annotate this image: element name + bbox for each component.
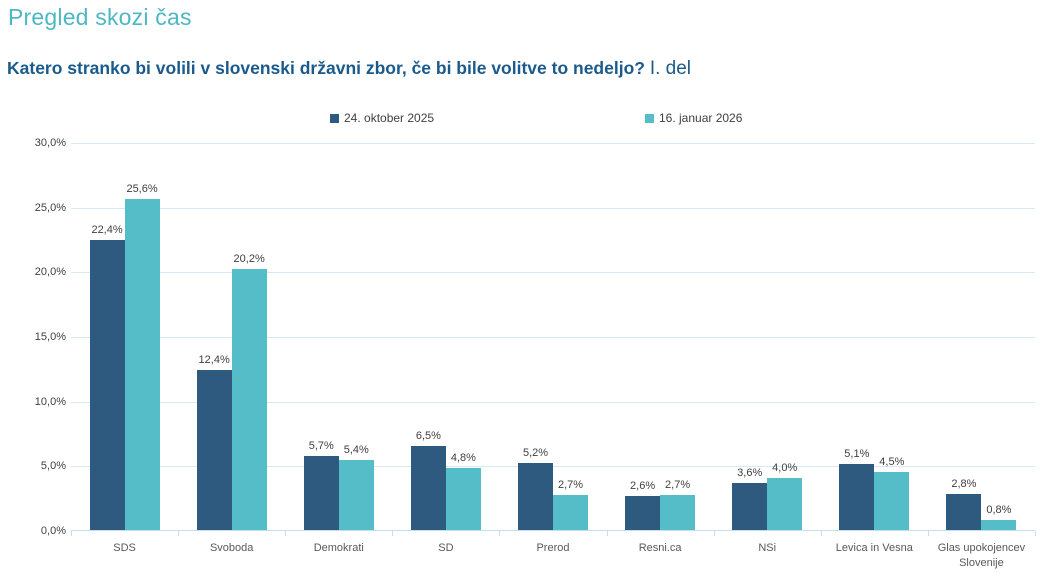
legend-label-oktober-2025: 24. oktober 2025 [344,111,435,125]
bar-value-label: 20,2% [233,252,265,265]
y-axis-tick-label: 0,0% [40,525,66,537]
bar-series2-sds [124,198,160,530]
bar-series1-nsi [732,483,768,530]
x-axis-tick [713,531,715,536]
bar-series2-sd [445,467,481,530]
x-axis-category-label: Glas upokojencev Slovenije [937,542,1026,569]
x-axis-category-label: Levica in Vesna [835,542,913,554]
bar-value-label: 5,7% [308,440,334,453]
bar-value-label: 4,5% [879,455,905,468]
y-axis-tick-label: 15,0% [34,331,66,343]
x-axis-category-label: Resni.ca [638,542,682,554]
bar-value-label: 3,6% [737,467,763,480]
x-axis-category-label: SDS [113,542,136,554]
bar-group-levica-in-vesna: 5,1% 4,5% Levica in Vesna [821,143,928,554]
bar-series2-svoboda [231,268,267,530]
gridline-300 [71,143,1035,144]
bar-series2-prerod [552,495,588,530]
bar-group-prerod: 5,2% 2,7% Prerod [499,143,606,554]
legend-item-januar-2026: 16. januar 2026 [645,111,742,125]
bar-series1-prerod [517,462,553,530]
x-axis-tick [499,531,501,536]
bar-value-label: 25,6% [126,182,158,195]
y-axis-tick-label: 5,0% [40,460,66,473]
x-axis-category-label: NSi [758,542,777,554]
bar-value-label: 2,7% [557,479,584,492]
bar-series2-nsi [767,478,803,530]
bar-group-glas-upokojencev-slovenije: 2,8% 0,8% Glas upokojencev Slovenije [928,143,1035,569]
legend-item-oktober-2025: 24. oktober 2025 [330,111,434,125]
bar-series2-glas-upokojencev-slovenije [981,519,1017,530]
y-axis: 0,0% 5,0% 10,0% 15,0% 20,0% 25,0% 30,0% [0,137,66,537]
bar-series2-levica-in-vesna [874,471,910,530]
x-axis-tick [606,531,608,536]
chart-question-text: Katero stranko bi volili v slovenski drž… [7,58,645,78]
bar-value-label: 5,4% [343,444,369,457]
x-axis-category-label: Demokrati [313,542,364,554]
y-axis-tick-label: 10,0% [34,395,66,408]
x-axis-category-label: Prerod [536,542,570,554]
legend-swatch-januar-2026-icon [645,113,654,123]
bar-value-label: 4,8% [450,451,476,464]
x-axis-tick [820,531,822,536]
legend-swatch-oktober-2025-icon [330,113,339,123]
bar-series1-sds [89,240,125,530]
y-axis-tick-label: 25,0% [34,201,66,214]
bar-value-label: 4,0% [772,462,798,475]
gridline-50 [71,466,1035,468]
x-axis-tick [71,531,72,536]
x-axis-tick [178,531,180,536]
page-title: Pregled skozi čas [8,4,192,30]
gridline-100 [71,401,1035,403]
bar-series2-demokrati [338,460,374,530]
bar-series1-glas-upokojencev-slovenije [946,493,982,530]
bar-value-label: 22,4% [91,224,123,237]
legend-label-januar-2026: 16. januar 2026 [659,111,743,125]
bar-series1-resni-ca [625,496,661,530]
gridline-200 [71,272,1035,274]
chart-question: Katero stranko bi volili v slovenski drž… [7,58,691,80]
bar-group-nsi: 3,6% 4,0% NSi [714,143,821,554]
bar-value-label: 6,5% [415,429,441,442]
y-axis-tick-label: 30,0% [34,137,66,149]
bar-group-demokrati: 5,7% 5,4% Demokrati [285,143,392,554]
bar-value-label: 12,4% [198,353,230,366]
x-axis-tick [1035,531,1036,536]
chart-question-part-label: I. del [649,58,692,79]
bar-series1-svoboda [196,369,232,530]
bar-group-sd: 6,5% 4,8% SD [392,143,499,554]
bar-series2-resni-ca [660,495,696,530]
bar-group-svoboda: 12,4% 20,2% Svoboda [178,143,285,554]
bar-series1-demokrati [303,456,339,530]
bar-value-label: 5,2% [522,446,549,459]
gridline-250 [71,207,1035,209]
bar-series1-sd [410,445,446,530]
x-axis-category-label: SD [438,542,454,554]
x-axis-tick [285,531,287,536]
y-axis-tick-label: 20,0% [34,266,66,279]
bar-group-resni-ca: 2,6% 2,7% Resni.ca [607,143,714,554]
bar-group-sds: 22,4% 25,6% SDS [71,143,178,554]
plot-area: 22,4% 25,6% SDS 12,4% 20,2% Svoboda 5,7% 5,4% De… [71,143,1036,569]
bar-value-label: 2,7% [665,479,691,492]
x-axis-tick [392,531,394,536]
bar-series1-levica-in-vesna [839,464,875,530]
bar-value-label: 5,1% [844,448,870,461]
bar-value-label: 2,8% [951,477,977,490]
bar-value-label: 0,8% [986,503,1012,516]
bar-value-label: 2,6% [630,480,656,493]
gridline-150 [71,337,1035,338]
x-axis-category-label: Svoboda [209,542,254,554]
x-axis-tick [927,531,929,536]
